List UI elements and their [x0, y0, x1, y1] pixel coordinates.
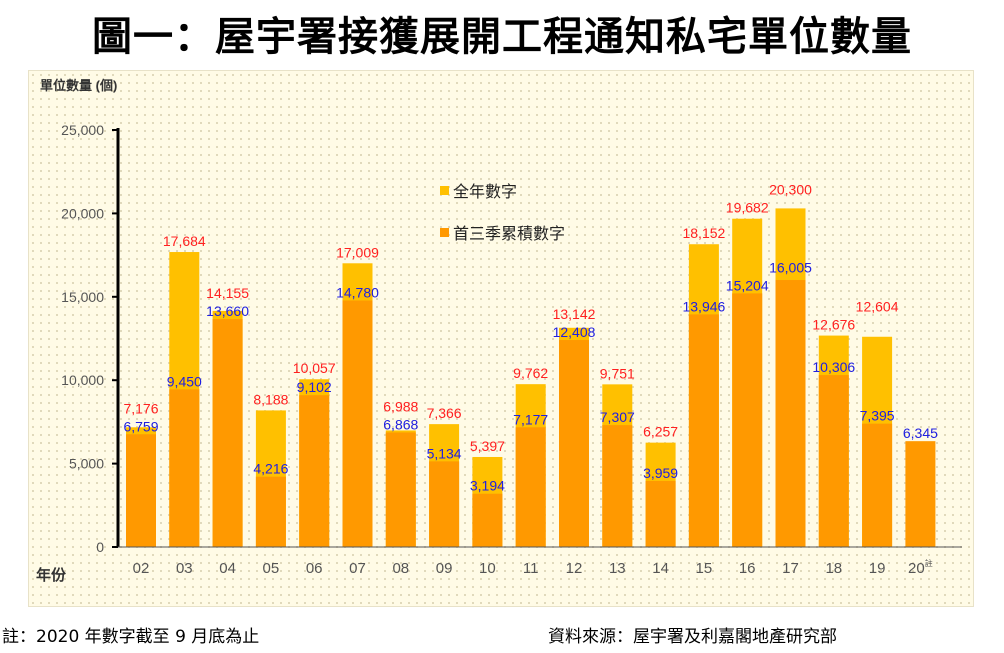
- source-note: 資料來源：屋宇署及利嘉閣地產研究部: [548, 627, 837, 647]
- data-label-q3: 9,450: [167, 373, 202, 389]
- y-axis-label: 單位數量 (個): [40, 78, 117, 93]
- x-tick-label: 03: [176, 560, 193, 577]
- data-label-full-year: 17,684: [163, 233, 206, 249]
- x-tick-label: 08: [392, 560, 409, 577]
- bar-q3: [515, 427, 546, 547]
- x-tick-label: 09: [436, 560, 453, 577]
- x-tick-label: 14: [652, 560, 669, 577]
- y-tick-label: 15,000: [61, 289, 104, 305]
- data-label-full-year: 14,155: [206, 285, 249, 301]
- bar-q3: [385, 432, 416, 547]
- bar-q3: [342, 300, 373, 547]
- x-tick-label: 20註: [908, 558, 933, 577]
- x-axis-label: 年份: [36, 566, 67, 584]
- data-label-q3: 9,102: [297, 379, 332, 395]
- footnote: 註：2020 年數字截至 9 月底為止: [2, 627, 260, 647]
- bar-q3: [818, 375, 849, 547]
- data-label-q3: 7,307: [600, 409, 635, 425]
- data-label-full-year: 9,762: [513, 365, 548, 381]
- data-label-q3: 6,345: [903, 425, 938, 441]
- x-tick-note: 註: [925, 558, 933, 568]
- bar-q3: [126, 434, 156, 547]
- data-label-full-year: 20,300: [769, 182, 812, 198]
- y-tick-label: 0: [96, 539, 104, 555]
- x-tick-label: 15: [696, 560, 713, 577]
- data-label-q3: 7,177: [513, 411, 548, 427]
- bar-q3: [688, 314, 719, 547]
- data-label-q3: 15,204: [726, 277, 769, 293]
- x-tick-label: 05: [263, 560, 280, 577]
- data-label-full-year: 18,152: [682, 225, 725, 241]
- bar-q3: [429, 461, 460, 547]
- y-tick-label: 20,000: [61, 205, 104, 221]
- data-label-q3: 7,395: [860, 408, 895, 424]
- bar-q3: [602, 425, 633, 547]
- x-tick-label: 17: [782, 560, 799, 577]
- bar-q3: [862, 423, 893, 547]
- data-label-full-year: 12,676: [812, 317, 855, 333]
- bar-q3: [559, 340, 589, 547]
- data-label-full-year: 5,397: [470, 438, 505, 454]
- y-tick-label: 5,000: [69, 456, 104, 472]
- legend-label-full-year: 全年數字: [453, 183, 517, 201]
- data-label-q3: 4,216: [253, 461, 288, 477]
- data-label-full-year: 6,257: [643, 424, 678, 440]
- bar-q3: [472, 493, 503, 547]
- data-label-full-year: 7,366: [427, 405, 462, 421]
- data-label-full-year: 8,188: [253, 391, 288, 407]
- data-label-full-year: 17,009: [336, 244, 379, 260]
- bar-q3: [775, 280, 806, 547]
- page-title: 圖一：屋宇署接獲展開工程通知私宅單位數量: [92, 14, 912, 60]
- x-tick-label: 12: [566, 560, 583, 577]
- legend-swatch-q3: [440, 228, 449, 237]
- bar-q3: [645, 480, 676, 547]
- bar-q3: [732, 293, 763, 547]
- legend-swatch-full-year: [440, 186, 449, 195]
- legend-label-q3: 首三季累積數字: [453, 225, 565, 243]
- x-tick-label: 11: [523, 560, 539, 577]
- data-label-full-year: 12,604: [856, 299, 899, 315]
- x-tick-label: 16: [739, 560, 756, 577]
- data-label-q3: 14,780: [336, 284, 379, 300]
- x-tick-label: 02: [133, 560, 150, 577]
- data-label-q3: 12,408: [553, 324, 596, 340]
- x-tick-label: 06: [306, 560, 323, 577]
- data-label-q3: 5,134: [427, 445, 462, 461]
- data-label-q3: 6,868: [383, 416, 418, 432]
- data-label-full-year: 7,176: [123, 400, 158, 416]
- bar-q3: [169, 389, 200, 547]
- bar-q3: [255, 476, 286, 547]
- data-label-full-year: 19,682: [726, 200, 769, 216]
- data-label-full-year: 9,751: [600, 365, 635, 381]
- data-label-q3: 3,959: [643, 465, 678, 481]
- data-label-full-year: 6,988: [383, 398, 418, 414]
- x-tick-label: 19: [869, 560, 886, 577]
- bar-q3: [212, 319, 243, 547]
- data-label-q3: 13,660: [206, 303, 249, 319]
- x-tick-label: 10: [479, 560, 496, 577]
- x-tick-label: 07: [349, 560, 366, 577]
- data-label-q3: 16,005: [769, 259, 812, 275]
- x-tick-label: 13: [609, 560, 626, 577]
- data-label-q3: 6,759: [123, 418, 158, 434]
- bar-q3: [905, 441, 936, 547]
- data-label-q3: 13,946: [682, 298, 725, 314]
- y-tick-label: 10,000: [61, 372, 104, 388]
- x-tick-label: 18: [825, 560, 842, 577]
- data-label-full-year: 10,057: [293, 360, 336, 376]
- data-label-q3: 3,194: [470, 478, 505, 494]
- x-tick-label: 04: [219, 560, 236, 577]
- y-tick-label: 25,000: [61, 122, 104, 138]
- bar-q3: [299, 395, 330, 547]
- data-label-q3: 10,306: [812, 359, 855, 375]
- data-label-full-year: 13,142: [553, 306, 596, 322]
